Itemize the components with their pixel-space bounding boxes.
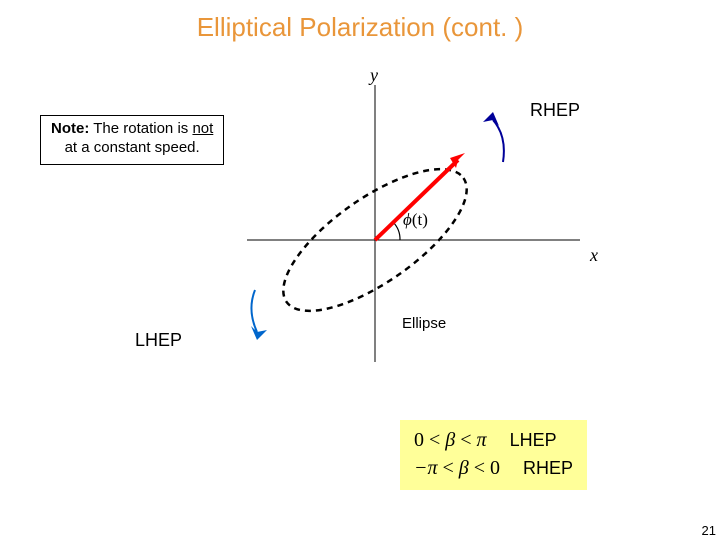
- cond2-lt1: <: [443, 457, 454, 479]
- note-prefix: Note:: [51, 120, 89, 137]
- cond1-tag: LHEP: [510, 430, 557, 450]
- cond1-lt2: <: [460, 429, 471, 451]
- lhep-label: LHEP: [135, 330, 182, 351]
- rotation-note: Note: The rotation is not at a constant …: [40, 115, 224, 165]
- cond1-lt1: <: [429, 429, 440, 451]
- cond2-lower: −π: [414, 457, 438, 479]
- cond2-beta: β: [459, 457, 469, 479]
- cond1-lower: 0: [414, 429, 424, 451]
- cond2-upper: 0: [490, 457, 500, 479]
- condition-rhep: −π < β < 0 RHEP: [414, 454, 573, 482]
- note-line1-rest: The rotation is: [89, 120, 192, 137]
- page-title: Elliptical Polarization (cont. ): [0, 12, 720, 43]
- cond1-upper: π: [477, 429, 487, 451]
- x-axis-label: x: [590, 245, 598, 266]
- page-number: 21: [702, 523, 716, 538]
- note-line2: at a constant speed.: [65, 139, 200, 156]
- cond2-lt2: <: [474, 457, 485, 479]
- condition-lhep: 0 < β < π LHEP: [414, 426, 573, 454]
- cond2-tag: RHEP: [523, 458, 573, 478]
- cond1-beta: β: [445, 429, 455, 451]
- polarization-diagram: [245, 80, 585, 370]
- polarization-conditions: 0 < β < π LHEP −π < β < 0 RHEP: [400, 420, 587, 490]
- note-not: not: [192, 120, 213, 137]
